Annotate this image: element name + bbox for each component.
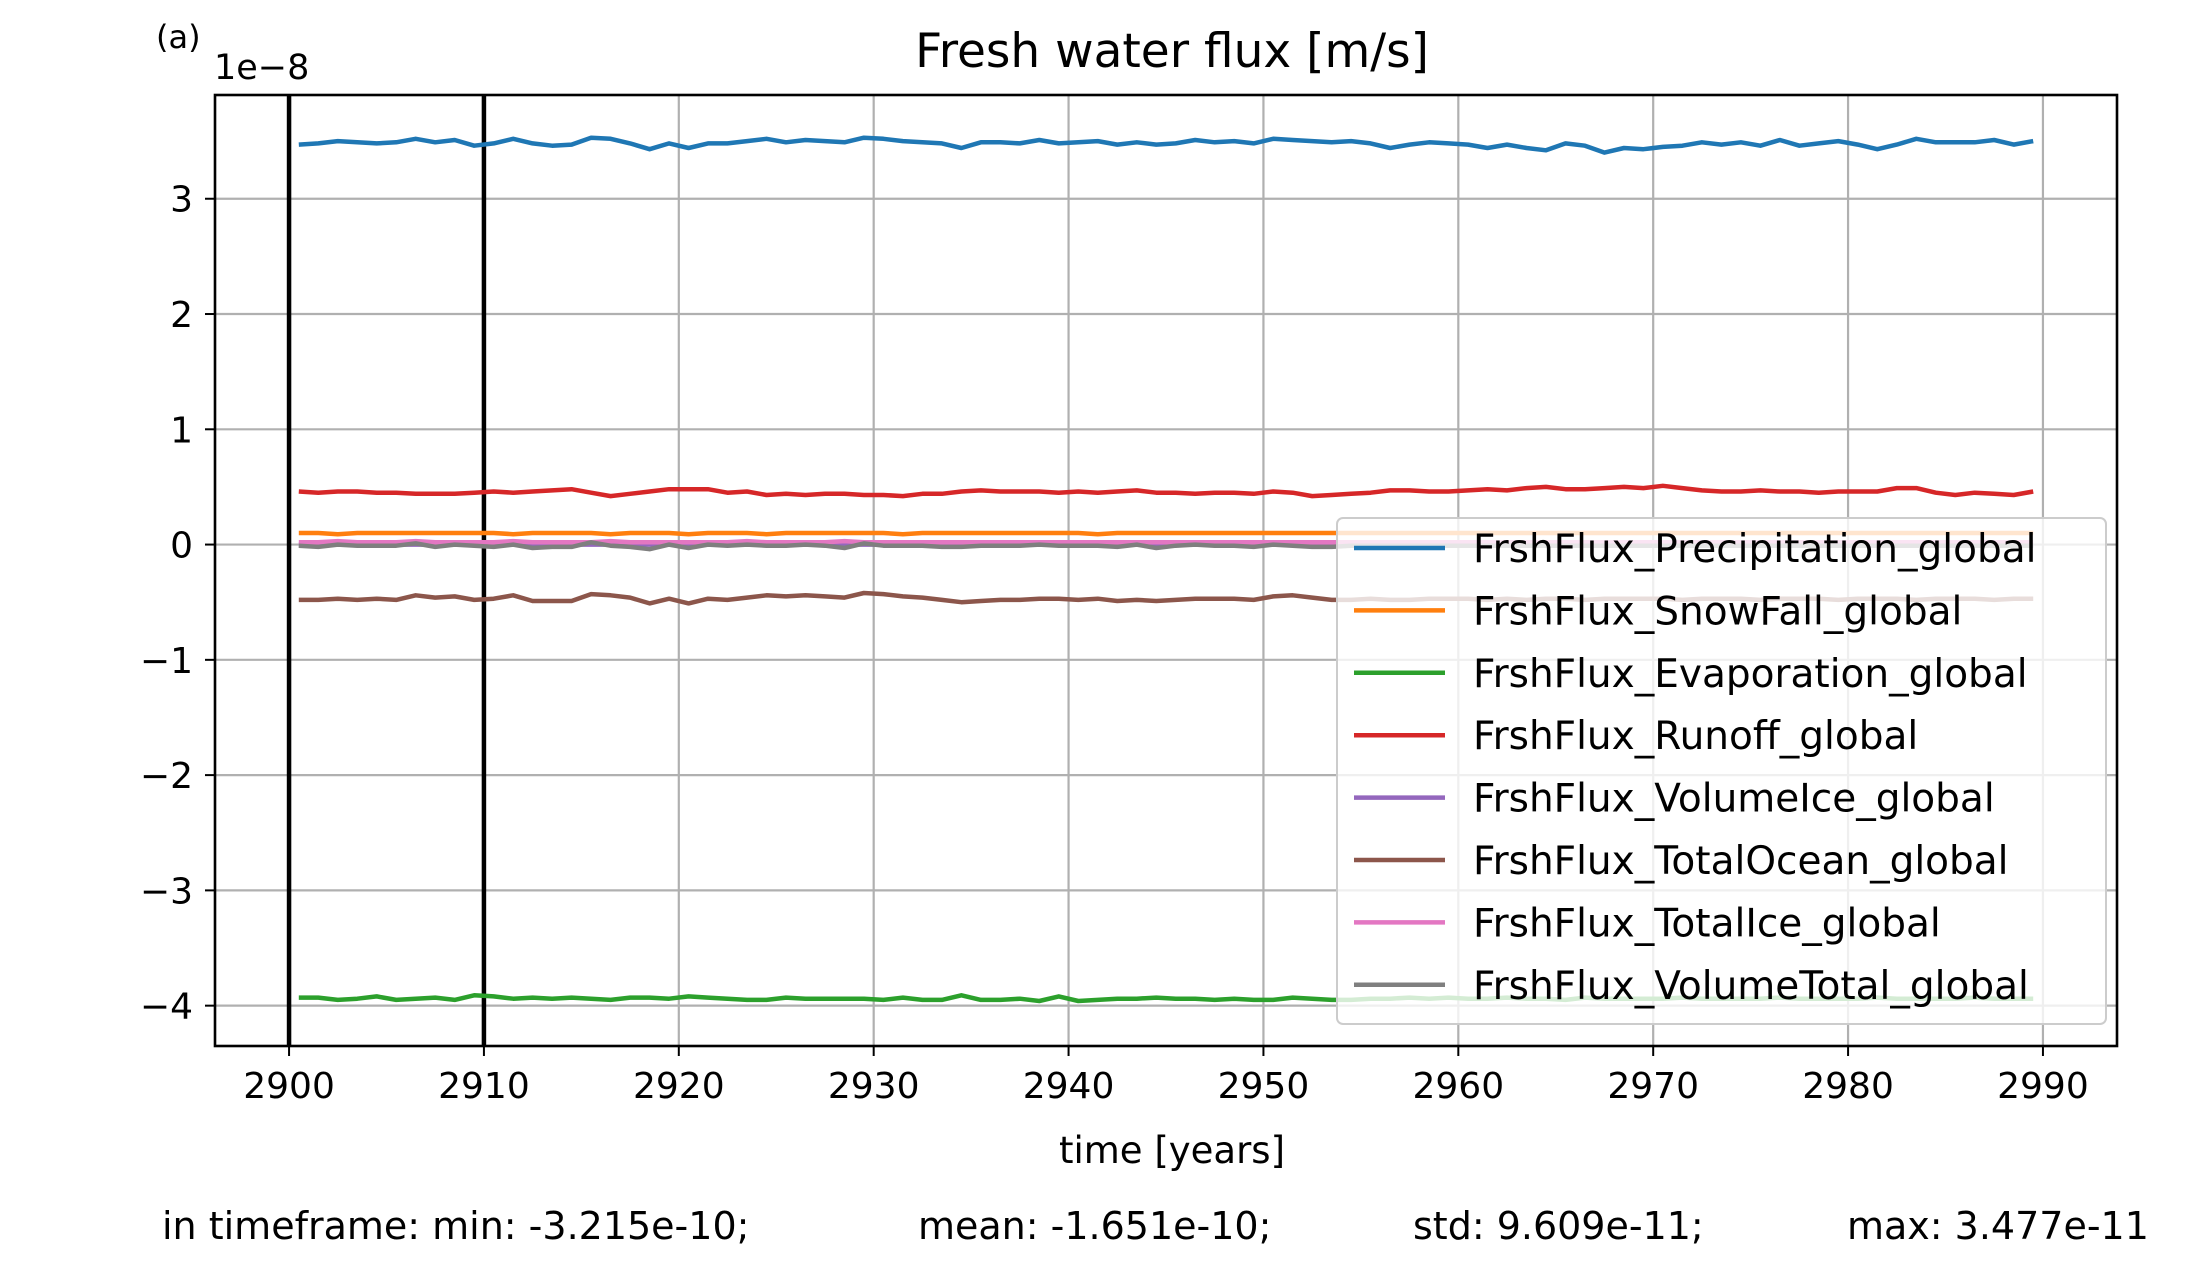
y-axis-ticks: −4 −3 −2 −1 0 1 2 3 (140, 180, 215, 1028)
x-tick-label: 2980 (1802, 1066, 1894, 1107)
x-tick-label: 2900 (243, 1066, 335, 1107)
legend-label: FrshFlux_Runoff_global (1473, 714, 1918, 759)
series-line (298, 483, 2034, 499)
y-tick-label: −3 (140, 871, 193, 912)
x-tick-label: 2920 (633, 1066, 725, 1107)
y-tick-label: −4 (140, 987, 193, 1028)
y-tick-label: −2 (140, 756, 193, 797)
legend-label: FrshFlux_Precipitation_global (1473, 527, 2036, 572)
legend-label: FrshFlux_TotalOcean_global (1473, 839, 2009, 884)
timeframe-stats: in timeframe: min: -3.215e-10; mean: -1.… (0, 1204, 2196, 1260)
x-tick-label: 2990 (1997, 1066, 2089, 1107)
x-tick-label: 2950 (1218, 1066, 1310, 1107)
y-tick-label: 0 (170, 526, 193, 567)
legend-label: FrshFlux_VolumeTotal_global (1473, 964, 2029, 1009)
x-tick-label: 2910 (438, 1066, 530, 1107)
legend-label: FrshFlux_Evaporation_global (1473, 652, 2028, 697)
legend-label: FrshFlux_SnowFall_global (1473, 589, 1962, 634)
x-tick-label: 2930 (828, 1066, 920, 1107)
vertical-marker-lines (286, 95, 487, 1046)
x-tick-label: 2940 (1023, 1066, 1115, 1107)
legend: FrshFlux_Precipitation_global FrshFlux_Sn… (1336, 517, 2107, 1025)
x-tick-label: 2960 (1413, 1066, 1505, 1107)
legend-box (1336, 517, 2107, 1025)
y-axis-offset-text: 1e−8 (214, 48, 309, 88)
stat-std: std: 9.609e-11; (1413, 1204, 1704, 1248)
series-line (298, 135, 2034, 155)
legend-label: FrshFlux_VolumeIce_global (1473, 777, 1995, 822)
x-tick-label: 2970 (1607, 1066, 1699, 1107)
stat-max: max: 3.477e-11 (1847, 1204, 2149, 1248)
y-tick-label: 1 (170, 410, 193, 451)
stat-mean: mean: -1.651e-10; (918, 1204, 1272, 1248)
x-axis-ticks: 2900 2910 2920 2930 2940 2950 2960 2970 2980 2990 (243, 1046, 2089, 1107)
chart-title: Fresh water flux [m/s] (915, 24, 1429, 79)
stat-min: in timeframe: min: -3.215e-10; (162, 1204, 750, 1248)
plot-frame (213, 93, 2119, 1048)
x-axis-label: time [years] (1059, 1129, 1285, 1172)
legend-label: FrshFlux_TotalIce_global (1473, 901, 1941, 946)
y-tick-label: 3 (170, 180, 193, 221)
y-tick-label: 2 (170, 295, 193, 336)
y-tick-label: −1 (140, 641, 193, 682)
panel-label: (a) (156, 18, 201, 56)
